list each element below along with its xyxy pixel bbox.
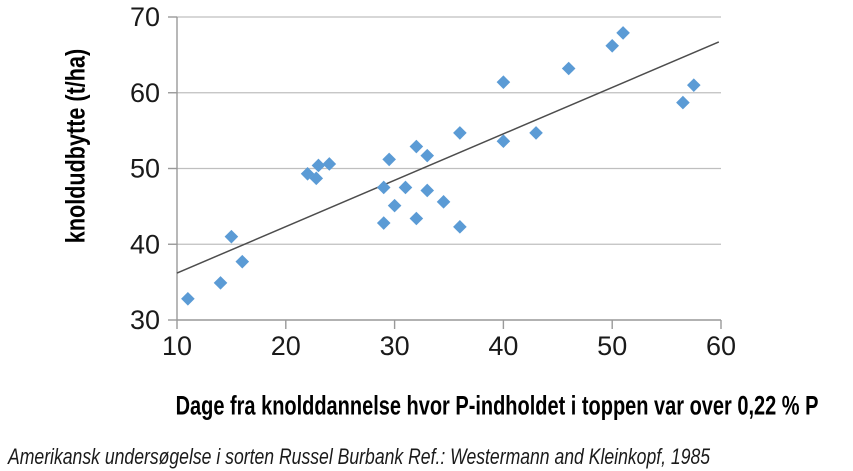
x-tick-label: 20: [271, 331, 301, 361]
data-points: [181, 26, 701, 306]
x-tick-label: 60: [706, 331, 736, 361]
data-point: [235, 254, 250, 269]
data-point: [311, 158, 326, 173]
gridlines: [177, 16, 721, 245]
x-tick-label: 50: [597, 331, 627, 361]
data-point: [420, 148, 435, 163]
y-tick-label: 60: [130, 78, 160, 108]
y-tick-label: 30: [130, 305, 160, 335]
y-tick-label: 40: [130, 229, 160, 259]
data-point: [409, 211, 424, 226]
data-point: [387, 198, 402, 213]
data-point: [561, 61, 576, 76]
tick-labels: 30 40 50 60 70 10 20 30 40 50 60: [130, 2, 736, 361]
data-point: [376, 216, 391, 230]
data-point: [605, 38, 619, 53]
data-point: [420, 183, 435, 198]
x-tick-label: 40: [488, 331, 518, 361]
data-point: [181, 291, 195, 306]
data-point: [453, 220, 467, 234]
data-point: [616, 26, 630, 40]
y-tick-label: 50: [130, 154, 160, 184]
data-point: [213, 276, 228, 290]
data-point: [436, 195, 451, 209]
data-point: [398, 180, 413, 195]
x-axis-title: Dage fra knolddannelse hvor P-indholdet …: [175, 390, 819, 421]
data-point: [309, 171, 324, 186]
x-tick-label: 10: [162, 331, 192, 361]
data-point: [453, 126, 467, 140]
data-point: [496, 75, 511, 89]
trend-line-segment: [176, 41, 720, 274]
source-caption: Amerikansk undersøgelse i sorten Russel …: [8, 444, 711, 469]
data-point: [687, 78, 701, 92]
data-point: [676, 95, 690, 110]
x-tick-label: 30: [380, 331, 410, 361]
data-point: [224, 229, 239, 244]
data-point: [382, 152, 396, 167]
tick-marks: [168, 16, 722, 329]
data-point: [529, 126, 543, 140]
data-point: [376, 180, 391, 195]
trend-line: [176, 41, 720, 274]
data-point: [322, 157, 337, 171]
y-tick-label: 70: [130, 2, 160, 32]
data-point: [496, 134, 511, 149]
data-point: [409, 139, 424, 154]
